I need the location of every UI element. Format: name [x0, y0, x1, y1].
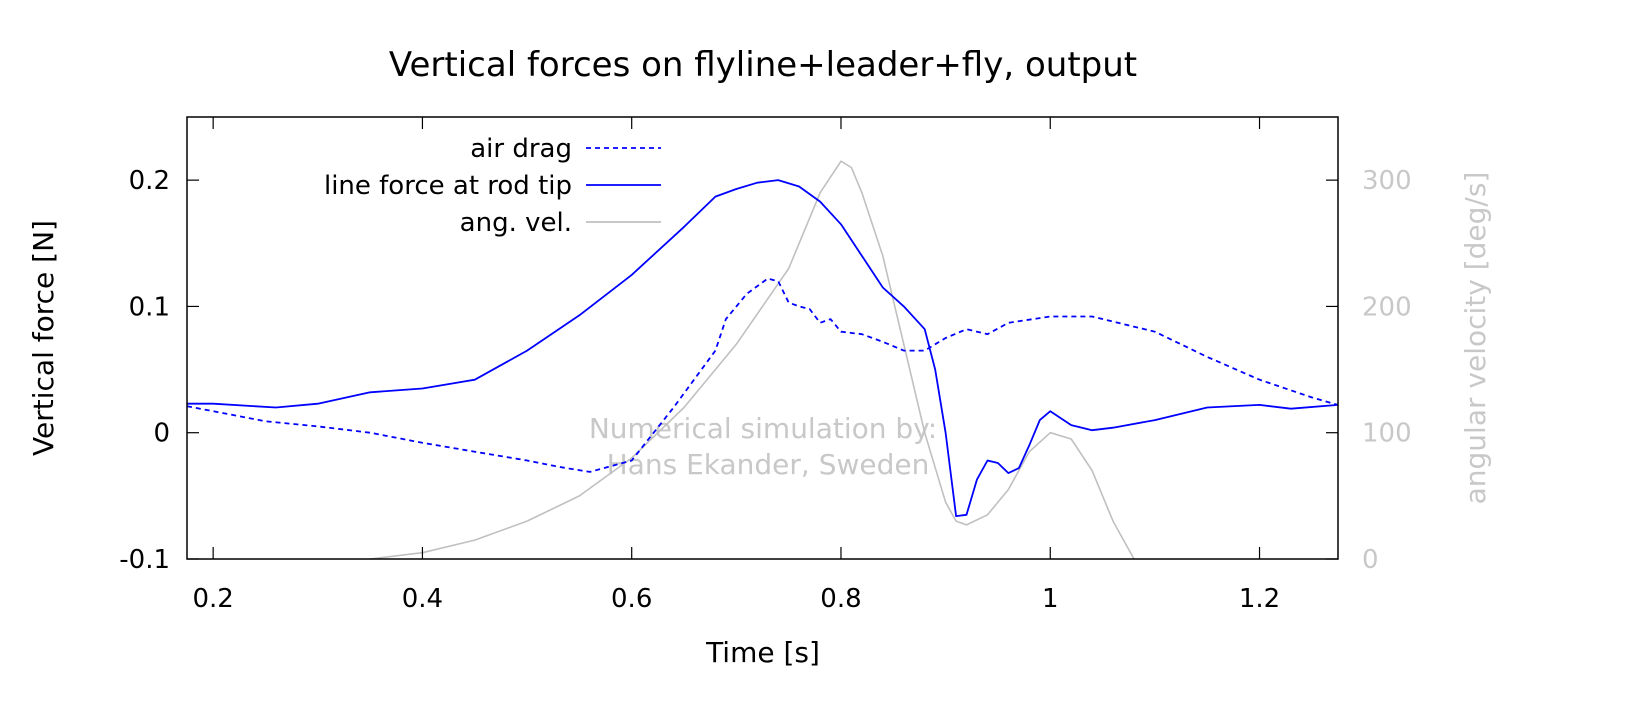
- x-tick-label: 0.2: [192, 584, 233, 614]
- chart-title: Vertical forces on flyline+leader+fly, o…: [389, 45, 1137, 85]
- x-tick-label: 0.8: [820, 584, 861, 614]
- y-tick-label: 0.1: [129, 292, 170, 322]
- legend-label: air drag: [470, 134, 572, 164]
- series-line-0: [186, 277, 1339, 473]
- legend-label: line force at rod tip: [324, 171, 572, 201]
- ticks-layer: 0.2 0.4 0.6 0.8 1 1.2 -0.1 0 0.1 0.2 0 100 200 300: [119, 117, 1412, 614]
- series-layer: [186, 160, 1339, 560]
- series-line-2: [370, 160, 1135, 560]
- x-tick-label: 0.4: [402, 584, 443, 614]
- watermark: Numerical simulation by: Hans Ekander, S…: [589, 412, 937, 481]
- y-tick-label: 0.2: [129, 166, 170, 196]
- y-tick-label: 0: [153, 419, 170, 449]
- series-line-1: [187, 179, 1339, 517]
- legend-label: ang. vel.: [460, 208, 572, 238]
- x-tick-label: 0.6: [611, 584, 652, 614]
- watermark-line-2: Hans Ekander, Sweden: [607, 448, 930, 481]
- y-axis-title: Vertical force [N]: [27, 220, 60, 456]
- y-tick-label: -0.1: [119, 545, 170, 575]
- y2-tick-label: 300: [1362, 166, 1412, 196]
- x-tick-label: 1.2: [1239, 584, 1280, 614]
- watermark-line-1: Numerical simulation by:: [589, 412, 937, 445]
- y2-tick-label: 200: [1362, 292, 1412, 322]
- x-axis-title: Time [s]: [705, 636, 820, 669]
- x-tick-label: 1: [1042, 584, 1059, 614]
- y2-tick-label: 0: [1362, 545, 1379, 575]
- legend: air drag line force at rod tip ang. vel.: [324, 134, 661, 238]
- y2-tick-label: 100: [1362, 419, 1412, 449]
- y2-axis-title: angular velocity [deg/s]: [1459, 172, 1492, 505]
- plot-frame: [186, 116, 1339, 560]
